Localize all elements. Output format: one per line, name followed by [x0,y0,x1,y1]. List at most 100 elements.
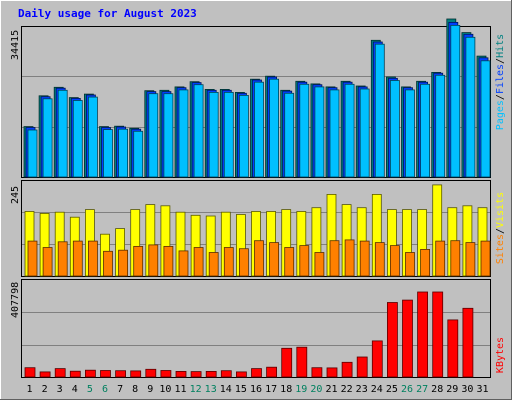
bar-kbytes-day-11 [175,370,187,378]
bar-sites-day-12 [193,247,204,277]
bar-pages-day-7 [118,128,128,178]
bar-kbytes-day-13 [205,370,217,378]
legend-entry: Visits [495,192,506,228]
bar-kbytes-day-2 [39,371,51,378]
bar-sites-day-18 [284,247,295,277]
bar-pages-day-17 [269,78,280,178]
bar-sites-day-2 [42,247,53,277]
day-label: 5 [87,384,93,395]
day-label: 27 [416,384,428,395]
bar-sites-day-16 [254,240,264,277]
bar-pages-day-18 [284,92,295,178]
day-label: 2 [42,384,48,395]
bar-kbytes-day-5 [85,369,96,378]
bar-kbytes-day-22 [341,361,353,378]
bar-pages-day-20 [314,86,325,178]
bar-pages-day-16 [254,81,264,178]
bar-pages-day-5 [88,96,98,178]
day-label: 6 [102,384,108,395]
bar-kbytes-day-14 [220,370,232,378]
legend-entry: Hits [495,34,506,58]
bar-pages-day-8 [133,130,144,178]
bar-sites-day-11 [178,250,189,277]
bar-kbytes-day-9 [145,368,157,378]
bar-kbytes-day-29 [447,319,459,378]
bar-sites-day-8 [133,245,144,277]
bar-kbytes-day-10 [160,370,172,378]
day-label: 1 [26,384,32,395]
day-label: 7 [117,384,123,395]
bar-sites-day-29 [450,240,461,277]
bar-pages-day-28 [435,74,446,178]
requests-ytick-label: 34415 [10,30,21,60]
bar-kbytes-day-27 [417,291,429,378]
bar-pages-day-10 [163,93,174,178]
day-label: 13 [205,384,217,395]
day-label: 19 [295,384,307,395]
day-label: 28 [431,384,443,395]
visits-ytick-label: 245 [10,186,21,204]
day-label: 23 [356,384,368,395]
bar-pages-day-22 [344,83,355,178]
bar-pages-day-14 [223,92,234,178]
bar-pages-day-12 [193,84,204,178]
bar-kbytes-day-23 [356,356,368,378]
bar-kbytes-day-30 [462,307,474,378]
bar-sites-day-6 [103,250,113,277]
day-label: 18 [280,384,292,395]
requests-bars [23,18,491,178]
bar-kbytes-day-4 [69,370,81,378]
bar-pages-day-24 [374,43,385,178]
bars-layer [23,18,491,378]
bar-pages-day-19 [299,83,310,178]
requests-legend: Pages/Files/Hits [495,34,506,130]
bar-sites-day-23 [359,240,370,277]
day-label: 17 [265,384,277,395]
bar-pages-day-30 [465,36,476,178]
bar-sites-day-20 [314,252,325,277]
bar-sites-day-28 [435,240,446,277]
kbytes-ytick-label: 407798 [10,282,21,318]
kbytes-legend: KBytes [495,337,506,373]
day-label: 26 [401,384,413,395]
bar-kbytes-day-12 [190,371,202,378]
day-label: 22 [341,384,353,395]
visits-legend: Sites/Visits [495,192,506,264]
legend-entry: / [495,228,506,234]
bar-pages-day-31 [480,60,491,178]
bar-kbytes-day-21 [326,367,338,378]
day-label: 16 [250,384,262,395]
bar-sites-day-27 [420,248,431,277]
day-label: 9 [147,384,153,395]
bar-pages-day-27 [420,83,431,178]
bar-pages-day-21 [329,89,340,178]
bar-pages-day-2 [42,98,53,178]
bar-kbytes-day-8 [130,370,142,378]
day-label: 4 [72,384,78,395]
bar-sites-day-15 [238,248,249,277]
bar-sites-day-13 [208,252,219,277]
legends-layer: Pages/Files/Hits Sites/Visits KBytes [495,34,506,373]
bar-pages-day-3 [57,89,68,178]
day-labels: 1 2 3 4 5 6 7 8 9 10 11 12 13 14 15 16 17 18 19 20 21 22 23 24 2… [26,384,488,395]
bar-pages-day-29 [450,24,461,178]
day-label: 3 [57,384,63,395]
bar-pages-day-6 [103,129,113,178]
day-label: 25 [386,384,398,395]
day-label: 12 [190,384,202,395]
legend-entry: Files [495,64,506,94]
bar-sites-day-9 [148,244,159,277]
kbytes-bars [24,291,474,378]
legend-entry: Sites [495,234,506,264]
bar-sites-day-24 [374,242,385,277]
bar-pages-day-4 [72,100,83,178]
day-label: 20 [310,384,322,395]
bar-kbytes-day-7 [115,370,126,378]
bar-kbytes-day-26 [402,299,413,378]
bar-pages-day-25 [389,80,400,178]
day-label: 30 [461,384,473,395]
bar-kbytes-day-6 [100,370,111,378]
legend-entry: Pages [495,100,506,130]
bar-sites-day-31 [480,240,491,277]
